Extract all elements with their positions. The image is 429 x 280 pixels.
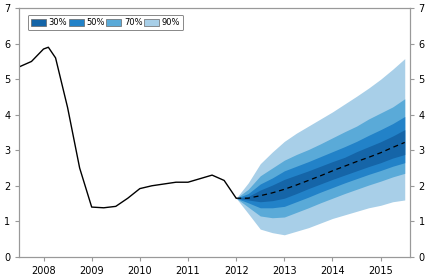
Legend: 30%, 50%, 70%, 90%: 30%, 50%, 70%, 90% xyxy=(27,15,184,31)
